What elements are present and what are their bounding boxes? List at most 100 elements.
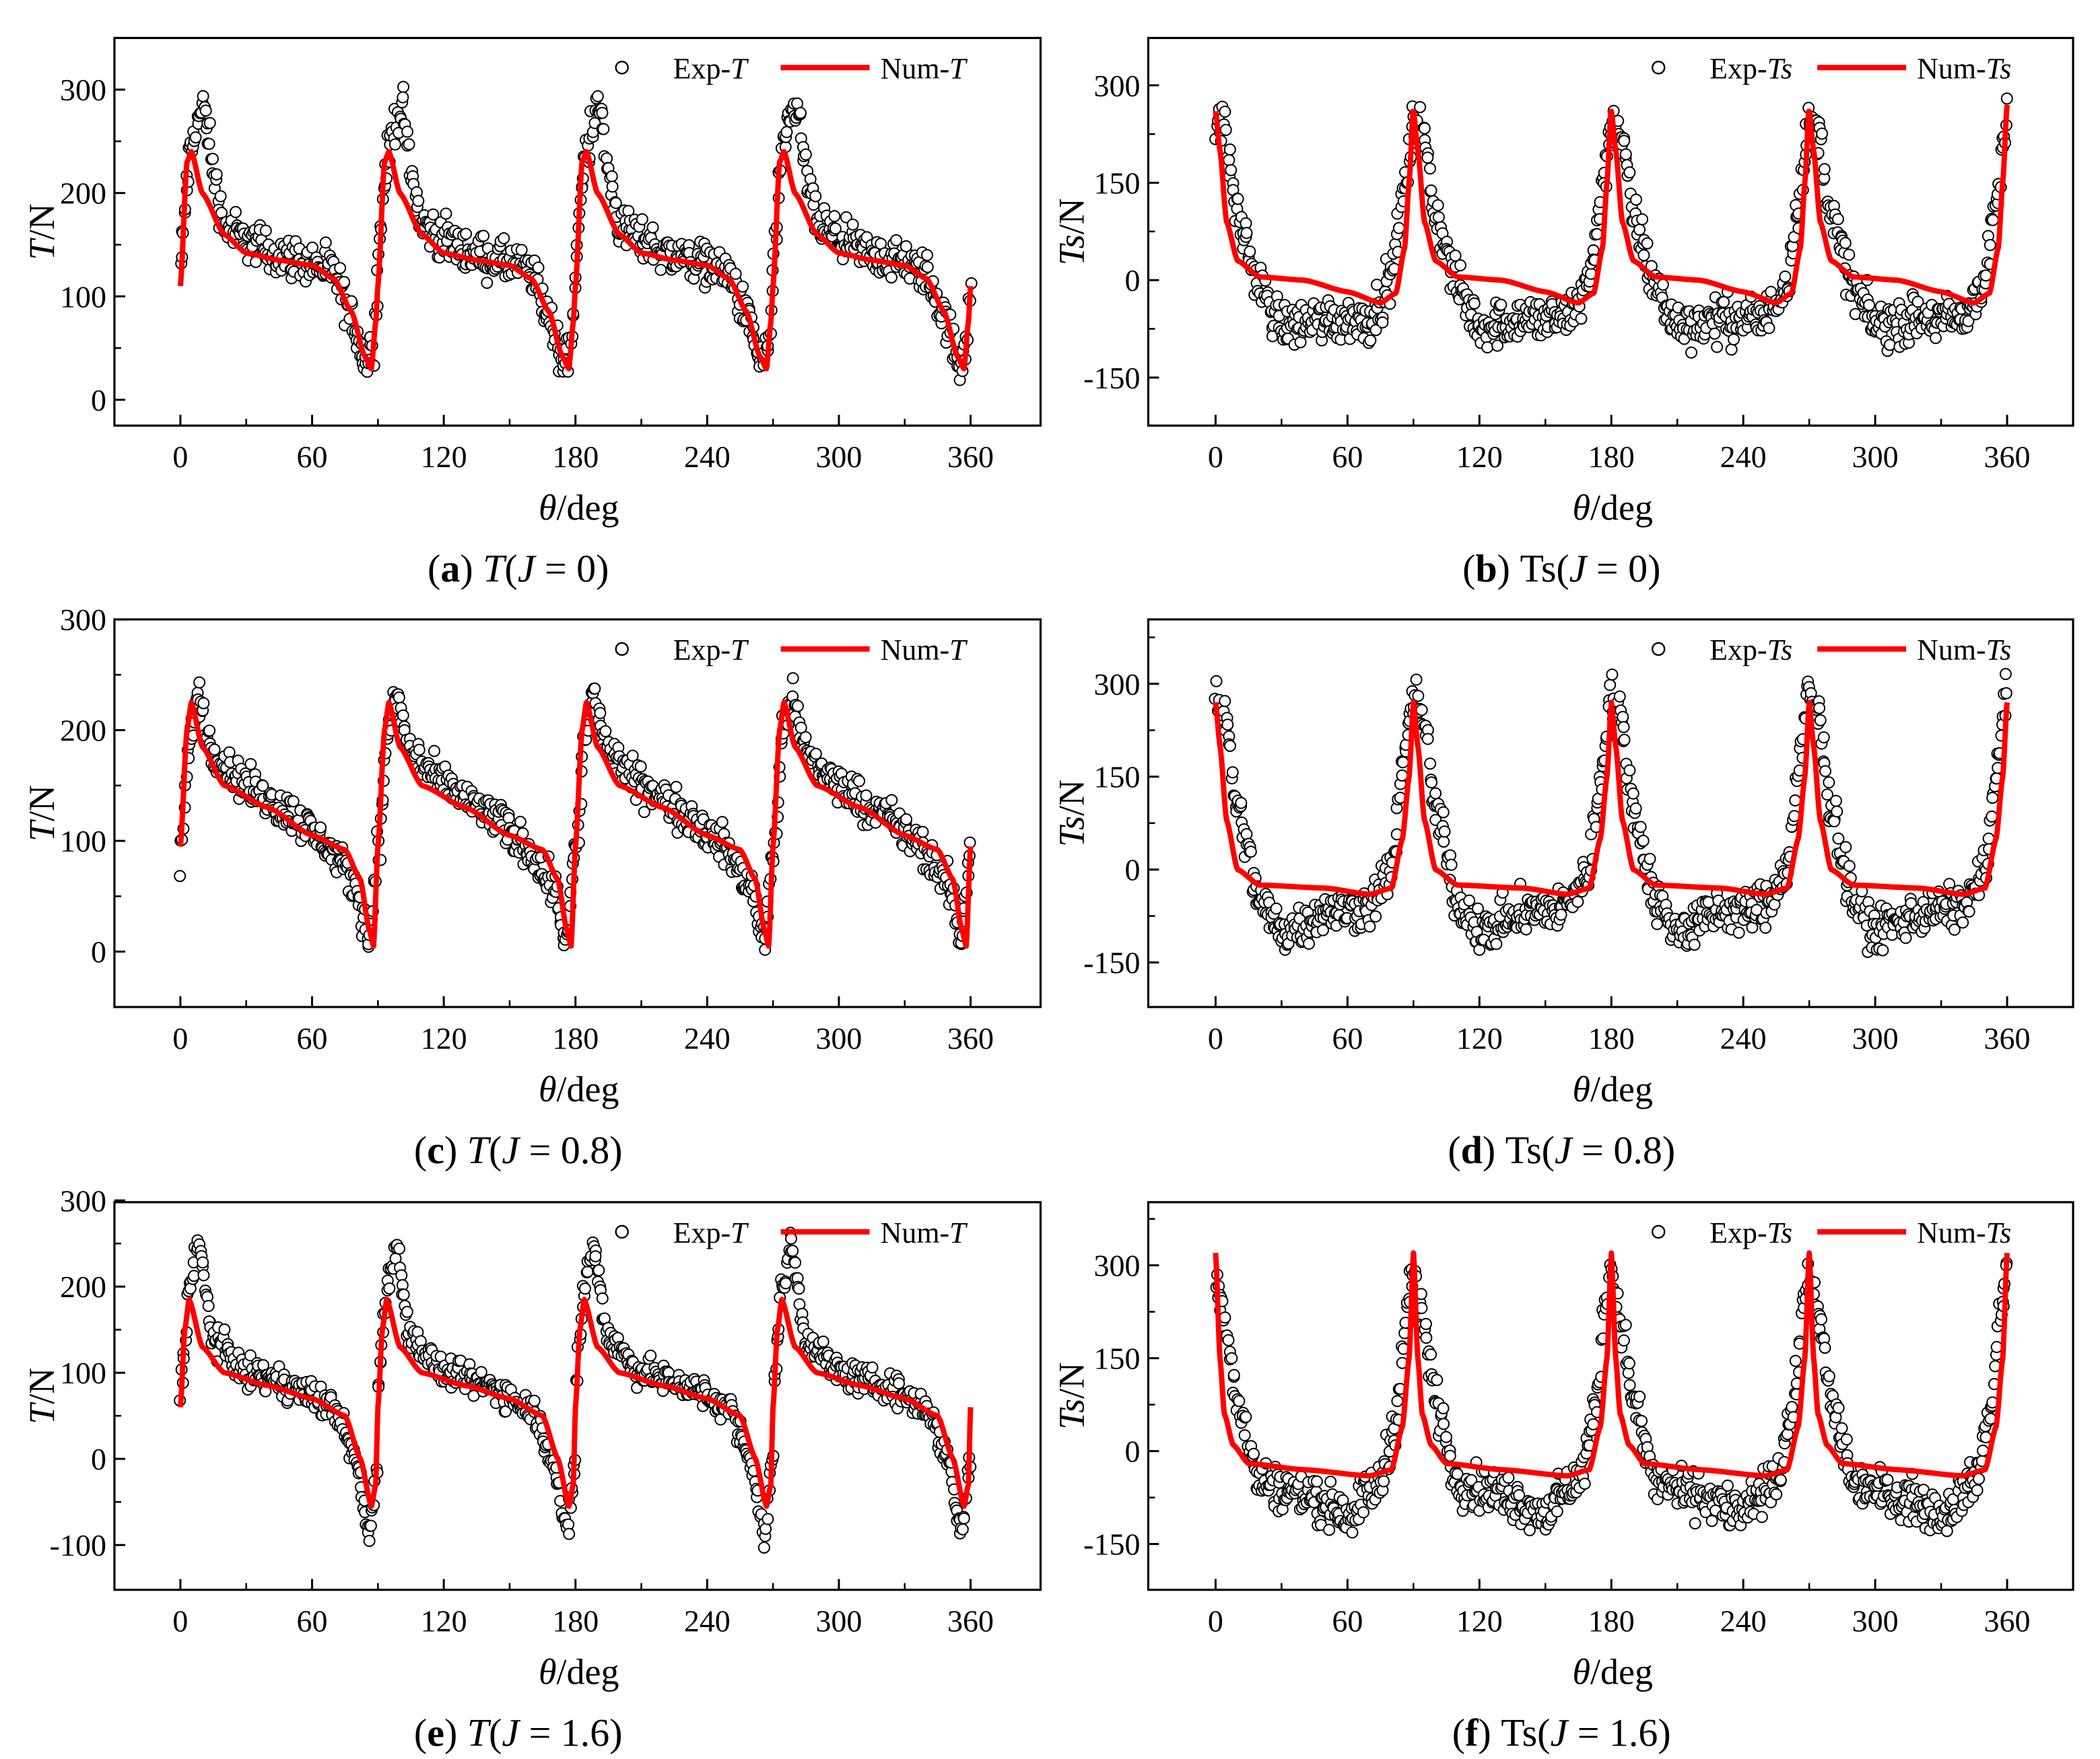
exp-point [1963,905,1975,918]
exp-point [229,206,242,219]
x-tick-label: 120 [1456,440,1503,474]
x-tick-label: 360 [947,1021,994,1056]
exp-point [1431,199,1444,211]
exp-point [257,780,269,792]
exp-point [1905,897,1918,909]
x-tick-label: 300 [815,1021,862,1056]
exp-point [1823,776,1835,789]
x-tick-label: 0 [172,1604,188,1639]
exp-point [1421,151,1434,164]
exp-point [1685,346,1698,359]
exp-point [780,1277,792,1290]
y-axis-title: Ts/N [1051,198,1091,265]
exp-point [1454,259,1466,272]
exp-point [1623,166,1636,179]
exp-point [364,1519,377,1532]
caption-quantity: T [467,1128,492,1172]
exp-point [1828,815,1841,828]
exp-point [1221,718,1234,731]
num-line [177,699,974,949]
exp-point [1629,802,1642,815]
exp-point [1839,237,1852,250]
exp-point [210,168,223,181]
exp-point [809,190,822,203]
exp-point [1623,1357,1635,1370]
exp-point [799,148,812,161]
exp-point [498,232,510,244]
x-tick-label: 240 [684,440,731,474]
exp-point [1999,668,2012,681]
exp-point [1502,1472,1515,1484]
exp-point [761,1513,774,1525]
exp-point [1688,938,1701,951]
exp-point [1986,213,1999,226]
exp-point [609,197,622,209]
exp-point [1235,796,1248,809]
exp-point [1238,1429,1251,1442]
legend-exp-marker [615,1225,629,1239]
exp-point [1429,787,1442,800]
legend-label-exp: Exp-T [673,52,749,85]
exp-point [1520,923,1532,936]
exp-point [1425,184,1437,197]
exp-point [1606,668,1619,681]
exp-point [1984,238,1996,251]
exp-point [646,221,659,234]
x-axis-title: θ/deg [539,487,619,528]
exp-point [1759,922,1772,934]
exp-point [644,1349,657,1362]
exp-point [759,1523,772,1536]
y-tick-label: 100 [60,824,106,858]
exp-point [203,724,216,737]
y-tick-label: 300 [60,602,106,637]
y-tick-label: 150 [1094,166,1141,200]
exp-point [1392,221,1405,234]
panel-a: 0 60 120 180 240 300 3600100200300θ/degT/N(a) … [22,36,1042,590]
exp-point [900,240,912,252]
exp-point [1481,341,1494,354]
panel-caption: (e) T(J = 1.6) [414,1711,623,1755]
exp-point [1813,701,1826,714]
exp-point [956,1523,969,1536]
exp-point [1571,895,1584,908]
exp-point [1789,794,1802,807]
exp-point [1219,695,1231,708]
exp-point [1711,341,1724,353]
exp-point [383,1282,396,1295]
x-tick-label: 0 [1208,440,1223,474]
exp-point [1225,1352,1238,1365]
legend-label-exp: Exp-Ts [1709,633,1792,666]
exp-point [1708,327,1721,340]
x-tick-label: 360 [947,1604,994,1639]
exp-point [197,1269,210,1282]
exp-point [1233,1395,1246,1408]
x-tick-label: 300 [815,440,862,474]
y-tick-label: 300 [1094,667,1141,701]
x-tick-label: 360 [1984,1021,2031,1056]
exp-point [1721,1479,1734,1492]
exp-point [1617,1334,1630,1347]
exp-point [203,116,216,129]
exp-point [197,1256,209,1269]
exp-point [1641,237,1654,250]
exp-point [737,280,749,293]
y-tick-label: 100 [60,1356,106,1390]
exp-point [197,697,210,710]
exp-point [477,230,490,242]
exp-point [957,1512,970,1525]
exp-point [1364,334,1377,347]
exp-point [606,180,619,193]
x-tick-label: 120 [421,1021,467,1056]
x-axis-var: θ [539,487,557,528]
exp-point [1613,690,1626,703]
exp-point [1412,689,1425,702]
exp-point [1618,135,1631,147]
exp-point [1832,832,1845,845]
exp-point [397,91,409,104]
exp-point [1437,1418,1450,1430]
x-tick-label: 0 [172,440,188,474]
exp-point [1770,1488,1783,1501]
exp-point [1310,1475,1323,1488]
exp-point [1774,1474,1787,1486]
exp-point [1324,1476,1337,1488]
